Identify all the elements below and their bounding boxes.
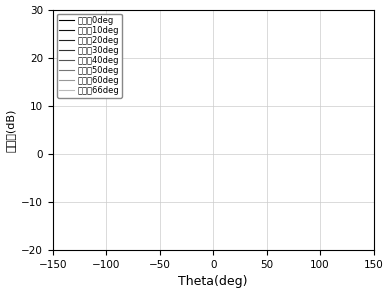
X-axis label: Theta(deg): Theta(deg)	[179, 275, 248, 288]
Y-axis label: 方向图(dB): 方向图(dB)	[5, 108, 16, 151]
Legend: 扫描角0deg, 扫描角10deg, 扫描角20deg, 扫描角30deg, 扫描角40deg, 扫描角50deg, 扫描角60deg, 扫描角66deg: 扫描角0deg, 扫描角10deg, 扫描角20deg, 扫描角30deg, 扫…	[57, 14, 122, 98]
